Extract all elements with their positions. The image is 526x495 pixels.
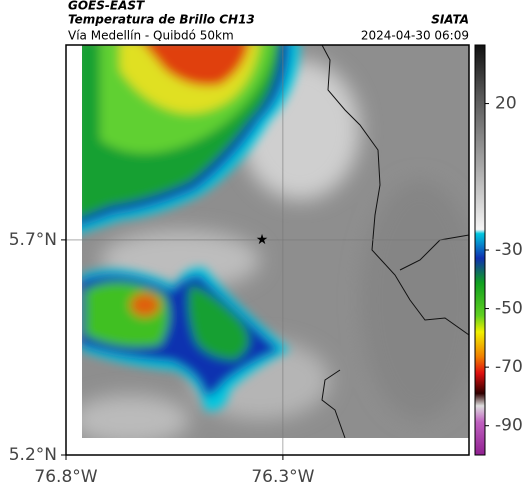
colorbar-ticks: 20 -30 -50 -70 -90 [485, 94, 523, 436]
satellite-image [82, 45, 469, 438]
colorbar-tick-label: -70 [495, 357, 523, 377]
x-tick-label: 76.8°W [34, 467, 97, 487]
title: Temperatura de Brillo CH13 [68, 13, 255, 27]
y-tick-label: 5.2°N [9, 445, 57, 465]
subtitle: Vía Medellín - Quibdó 50km [68, 29, 234, 43]
colorbar-tick-label: -90 [495, 416, 523, 436]
map-frame [65, 44, 470, 456]
org: SIATA [431, 13, 469, 27]
colorbar [474, 44, 486, 456]
axes: 76.8°W 76.3°W 5.2°N 5.7°N [9, 230, 315, 487]
colorbar-tick-label: 20 [495, 94, 517, 114]
product: GOES-EAST [68, 0, 145, 13]
timestamp: 2024-04-30 06:09 [361, 29, 469, 43]
city-marker: ★ [256, 232, 269, 248]
colorbar-tick-label: -30 [495, 240, 523, 260]
x-tick-label: 76.3°W [251, 467, 314, 487]
y-tick-label: 5.7°N [9, 230, 57, 250]
colorbar-tick-label: -50 [495, 299, 523, 319]
